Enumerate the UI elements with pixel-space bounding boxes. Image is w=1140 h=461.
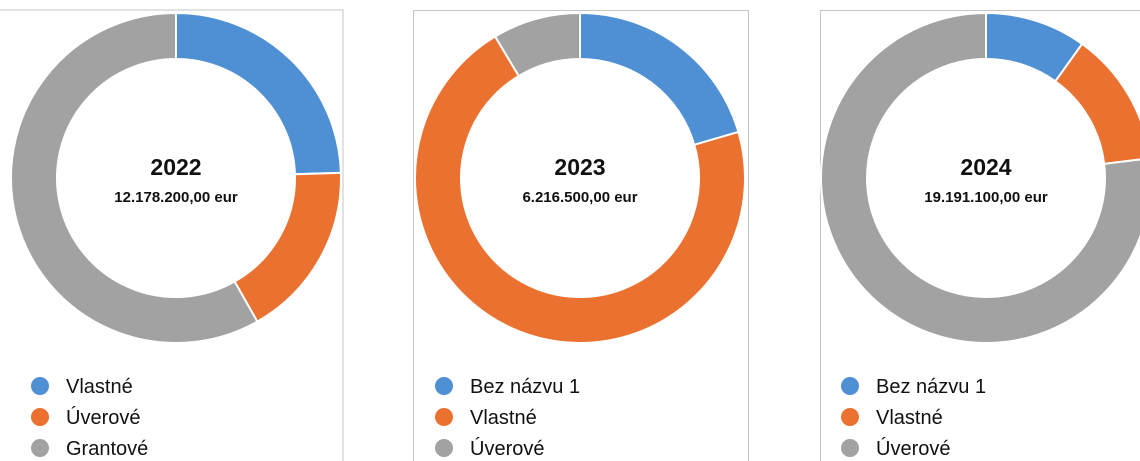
legend-marker <box>31 439 49 457</box>
panel-frame <box>820 10 1140 461</box>
chart-title: 2023 <box>554 154 605 180</box>
legend-marker <box>841 439 859 457</box>
legend-marker <box>435 439 453 457</box>
chart-title: 2022 <box>150 154 201 180</box>
donut-slice <box>175 11 342 176</box>
legend-marker <box>435 377 453 395</box>
legend-label: Vlastné <box>470 407 537 429</box>
legend-label: Úverové <box>470 437 544 460</box>
donut-slice <box>820 11 1140 344</box>
legend-label: Úverové <box>876 437 950 460</box>
panel-frame <box>413 10 749 461</box>
legend-marker <box>841 377 859 395</box>
legend-label: Bez názvu 1 <box>470 376 580 398</box>
donut-slice <box>1053 42 1140 165</box>
panel-frame <box>0 9 344 461</box>
chart-subtitle: 19.191.100,00 eur <box>924 189 1048 206</box>
chart-subtitle: 6.216.500,00 eur <box>522 189 637 206</box>
legend-label: Vlastné <box>876 407 943 429</box>
legend-label: Grantové <box>66 438 148 460</box>
donut-slice <box>414 35 746 344</box>
donut-slice <box>493 11 581 78</box>
donut-slice <box>579 11 740 147</box>
donut-slice <box>233 171 342 323</box>
legend-marker <box>841 408 859 426</box>
legend-marker <box>31 408 49 426</box>
legend-marker <box>435 408 453 426</box>
legend-label: Bez názvu 1 <box>876 376 986 398</box>
chart-title: 2024 <box>960 154 1011 180</box>
legend-label: Úverové <box>66 406 140 429</box>
legend-marker <box>31 377 49 395</box>
legend-label: Vlastné <box>66 376 133 398</box>
donut-slice <box>10 11 259 344</box>
chart-subtitle: 12.178.200,00 eur <box>114 189 238 206</box>
